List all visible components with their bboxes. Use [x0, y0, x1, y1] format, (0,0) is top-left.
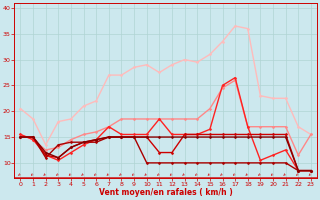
X-axis label: Vent moyen/en rafales ( km/h ): Vent moyen/en rafales ( km/h ) — [99, 188, 233, 197]
